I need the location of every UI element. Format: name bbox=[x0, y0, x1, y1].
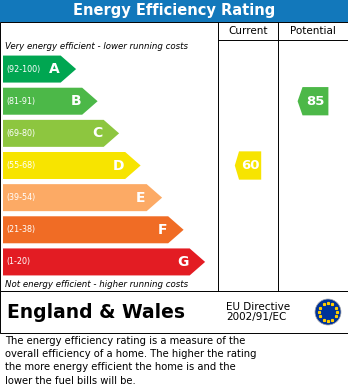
Bar bbox=[0, 22, 348, 291]
Text: 85: 85 bbox=[306, 95, 324, 108]
Text: The energy efficiency rating is a measure of the
overall efficiency of a home. T: The energy efficiency rating is a measur… bbox=[5, 336, 256, 386]
Text: (92-100): (92-100) bbox=[6, 65, 40, 74]
Polygon shape bbox=[3, 120, 119, 147]
Text: 60: 60 bbox=[241, 159, 259, 172]
Text: Very energy efficient - lower running costs: Very energy efficient - lower running co… bbox=[5, 42, 188, 51]
Text: (81-91): (81-91) bbox=[6, 97, 35, 106]
Polygon shape bbox=[3, 248, 205, 275]
Text: England & Wales: England & Wales bbox=[7, 303, 185, 321]
Polygon shape bbox=[3, 184, 162, 211]
Polygon shape bbox=[3, 152, 141, 179]
Bar bbox=[0, 291, 348, 333]
Text: Potential: Potential bbox=[290, 26, 336, 36]
Text: B: B bbox=[71, 94, 81, 108]
Text: EU Directive: EU Directive bbox=[226, 302, 290, 312]
Text: (21-38): (21-38) bbox=[6, 225, 35, 234]
Text: E: E bbox=[136, 191, 146, 204]
Text: Current: Current bbox=[228, 26, 268, 36]
Text: (39-54): (39-54) bbox=[6, 193, 35, 202]
Text: D: D bbox=[113, 158, 124, 172]
Polygon shape bbox=[298, 87, 329, 115]
Text: (1-20): (1-20) bbox=[6, 257, 30, 266]
Text: 2002/91/EC: 2002/91/EC bbox=[226, 312, 286, 322]
Text: (69-80): (69-80) bbox=[6, 129, 35, 138]
Text: G: G bbox=[177, 255, 189, 269]
Bar bbox=[0, 0, 348, 22]
Polygon shape bbox=[235, 151, 261, 179]
Polygon shape bbox=[3, 56, 76, 83]
Polygon shape bbox=[3, 216, 184, 243]
Text: A: A bbox=[49, 62, 60, 76]
Text: (55-68): (55-68) bbox=[6, 161, 35, 170]
Text: Not energy efficient - higher running costs: Not energy efficient - higher running co… bbox=[5, 280, 188, 289]
Text: F: F bbox=[158, 223, 167, 237]
Text: Energy Efficiency Rating: Energy Efficiency Rating bbox=[73, 4, 275, 18]
Polygon shape bbox=[3, 88, 97, 115]
Circle shape bbox=[315, 299, 341, 325]
Text: C: C bbox=[93, 126, 103, 140]
